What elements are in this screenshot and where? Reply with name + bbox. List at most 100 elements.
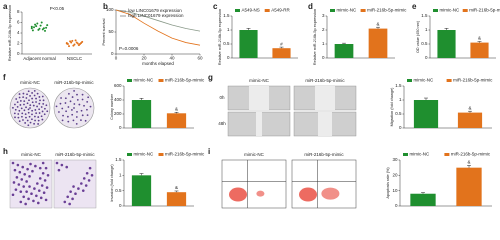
y-tick-label: 30 xyxy=(392,157,398,162)
flow-image xyxy=(291,159,357,209)
x-tick-label: Adjacent normal xyxy=(23,56,56,61)
point xyxy=(69,40,72,43)
x-tick-label: 60 xyxy=(197,56,203,61)
colony xyxy=(20,107,23,110)
colony xyxy=(42,99,45,102)
cell xyxy=(40,184,44,187)
y-axis-label: Migration (fold change) xyxy=(390,87,394,127)
colony xyxy=(18,96,21,99)
cell xyxy=(38,166,42,170)
colony xyxy=(29,121,32,124)
colony xyxy=(18,109,21,112)
cell xyxy=(36,201,40,205)
legend-label: miR-216b-5p-mimic xyxy=(165,152,205,157)
bar xyxy=(368,28,388,58)
colony xyxy=(76,93,78,96)
colony xyxy=(86,108,88,111)
colony xyxy=(69,100,72,103)
legend-swatch xyxy=(235,9,240,12)
x-tick-label: NSCLC xyxy=(67,56,83,61)
colony xyxy=(33,94,36,97)
colony xyxy=(67,120,70,123)
y-tick-label: 0 xyxy=(119,203,122,208)
cell xyxy=(34,164,37,168)
column-label: mimic-NC xyxy=(21,152,41,157)
colony xyxy=(73,107,75,109)
bar xyxy=(272,48,291,58)
point xyxy=(34,23,37,26)
colony xyxy=(33,89,36,92)
colony xyxy=(38,112,41,114)
colony xyxy=(31,101,34,104)
colony xyxy=(19,100,22,102)
colony xyxy=(31,118,33,121)
cell xyxy=(27,197,30,201)
legend-swatch xyxy=(158,79,164,82)
legend-label: mimic-NC xyxy=(410,152,430,157)
colony xyxy=(17,116,20,119)
cell xyxy=(74,192,77,196)
scratch-gap xyxy=(256,112,262,136)
legend-label: A549-NS xyxy=(242,8,260,13)
colony xyxy=(31,113,33,116)
colony xyxy=(75,116,78,118)
error-bar xyxy=(342,42,346,44)
point xyxy=(45,26,48,29)
annotation: & xyxy=(467,160,470,165)
y-tick-label: 0 xyxy=(425,55,428,60)
error-bar xyxy=(421,192,425,194)
cell xyxy=(20,178,24,181)
error-bar xyxy=(424,97,428,100)
colony xyxy=(81,93,84,96)
y-tick-label: 1.5 xyxy=(421,13,428,18)
panel-label: b xyxy=(103,2,108,11)
legend-label: mimic-NC xyxy=(414,78,434,83)
colony xyxy=(40,106,43,108)
colony xyxy=(25,106,27,109)
cell xyxy=(36,182,39,185)
colony xyxy=(89,105,92,108)
y-tick-label: 2 xyxy=(322,27,325,32)
column-label: miR-216b-5p-mimic xyxy=(305,78,345,83)
panel-label: e xyxy=(412,2,417,11)
cell xyxy=(84,184,88,187)
cell xyxy=(13,168,17,172)
x-tick-label: 20 xyxy=(141,56,147,61)
colony xyxy=(21,112,24,115)
y-tick-label: 1 xyxy=(119,173,122,178)
y-tick-label: 1 xyxy=(425,27,428,32)
panel-label: i xyxy=(208,147,210,156)
colony xyxy=(31,97,34,100)
y-axis-label: OD value (450 nm) xyxy=(416,20,420,53)
cell xyxy=(38,177,42,180)
legend-label: mimic-NC xyxy=(337,8,357,13)
point xyxy=(40,21,43,24)
colony xyxy=(65,110,68,113)
colony xyxy=(21,115,23,118)
cell xyxy=(22,195,26,199)
colony xyxy=(19,104,22,106)
colony xyxy=(35,97,37,100)
y-axis-label: Relative miR-216b-5p expression xyxy=(218,9,222,65)
colony xyxy=(46,110,49,113)
cell xyxy=(35,194,38,198)
cell xyxy=(24,202,27,206)
point xyxy=(30,27,33,30)
y-tick-label: 0.5 xyxy=(223,41,230,46)
colony xyxy=(32,104,35,107)
cell xyxy=(55,161,59,165)
legend-swatch xyxy=(407,79,412,82)
x-tick-label: 0 xyxy=(115,56,118,61)
colony xyxy=(29,95,31,97)
column-label: mimic-NC xyxy=(244,152,264,157)
cell xyxy=(31,169,34,173)
column-label: miR-216b-5p-mimic xyxy=(304,152,344,157)
cell xyxy=(29,162,32,166)
column-label: mimic-NC xyxy=(20,80,40,85)
annotation: P<0.05 xyxy=(50,6,65,11)
legend-swatch xyxy=(360,9,366,12)
cell xyxy=(81,189,85,192)
cell xyxy=(71,197,74,201)
cell xyxy=(17,183,21,186)
colony xyxy=(71,113,74,116)
